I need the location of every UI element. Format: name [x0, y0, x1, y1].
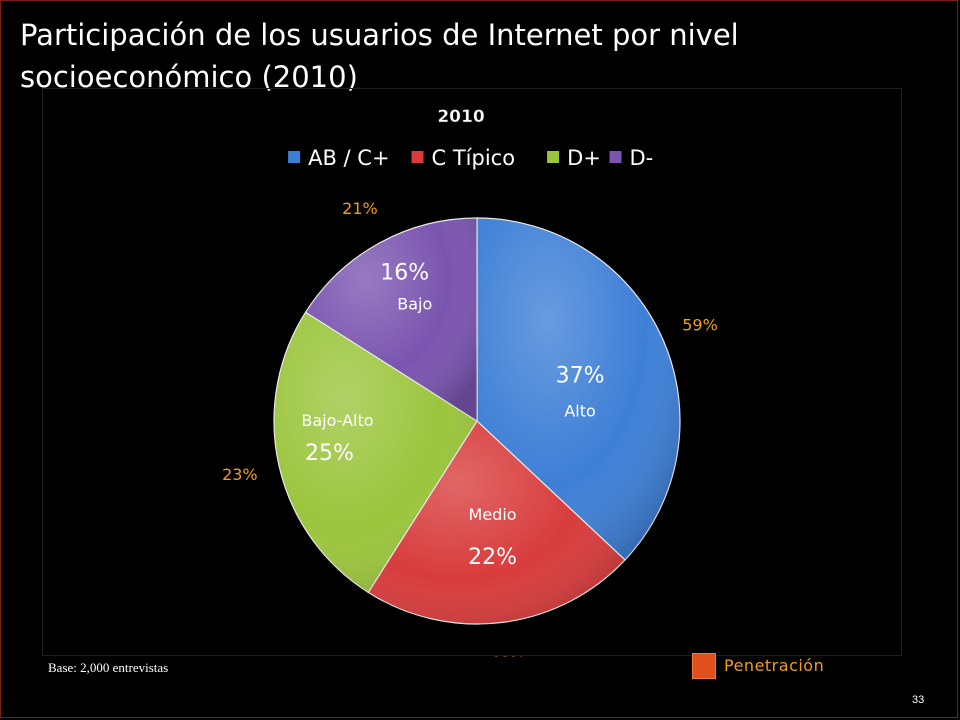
- slice-value-label-c-t-pico: 22%: [468, 545, 517, 570]
- legend-swatch-ab-c: [288, 151, 301, 163]
- penetration-legend-swatch: [692, 653, 716, 679]
- legend-item-d: D-: [609, 146, 654, 170]
- legend-label-c-t-pico: C Típico: [432, 146, 516, 170]
- slice-level-label-ab-c: Alto: [564, 402, 595, 421]
- slice-value-label-d: 16%: [380, 261, 429, 286]
- legend-item-d: D+: [547, 146, 601, 170]
- legend-swatch-c-t-pico: [411, 151, 424, 163]
- chart-legend: AB / C+ C Típico D+ D-: [288, 146, 653, 170]
- slice-level-label-c-t-pico: Medio: [469, 505, 517, 524]
- legend-label-ab-c: AB / C+: [308, 146, 389, 170]
- legend-item-ab-c: AB / C+: [288, 146, 390, 170]
- slice-level-label-d: Bajo-Alto: [301, 411, 373, 430]
- pie-slices: [273, 217, 681, 625]
- pie-slice-shading: [305, 218, 477, 421]
- pie-slice-shading: [477, 218, 680, 560]
- legend-item-c-t-pico: C Típico: [411, 146, 516, 170]
- page-number: 33: [912, 694, 925, 706]
- legend-swatch-d: [547, 151, 560, 163]
- slice-value-label-ab-c: 37%: [556, 364, 605, 389]
- chart-area: 2010 AB / C+ C Típico D+ D- 37% Alto 22% Medio…: [42, 88, 902, 657]
- chart-title: 2010: [437, 107, 484, 127]
- legend-label-d: D-: [630, 146, 654, 170]
- penetration-legend-label: Penetración: [724, 656, 825, 675]
- pie-labels: 37% Alto 22% Medio 25% Bajo-Alto 16% Bajo 59% 40%…: [222, 199, 718, 657]
- pie-chart: 2010 AB / C+ C Típico D+ D- 37% Alto 22% Medio…: [222, 107, 718, 657]
- footer-note: Base: 2,000 entrevistas: [48, 660, 169, 675]
- legend-swatch-d: [609, 151, 622, 163]
- pie-slice-shading: [274, 312, 477, 593]
- slide-title: Participación de los usuarios de Interne…: [20, 18, 739, 94]
- penetration-label-d: 23%: [222, 465, 258, 484]
- penetration-label-c-t-pico: 40%: [490, 653, 526, 657]
- pie-slice-shading: [368, 421, 625, 624]
- penetration-label-ab-c: 59%: [682, 315, 718, 334]
- slice-value-label-d: 25%: [305, 441, 354, 466]
- slice-level-label-d: Bajo: [397, 295, 432, 314]
- legend-label-d: D+: [567, 146, 601, 170]
- penetration-label-d: 21%: [342, 199, 378, 218]
